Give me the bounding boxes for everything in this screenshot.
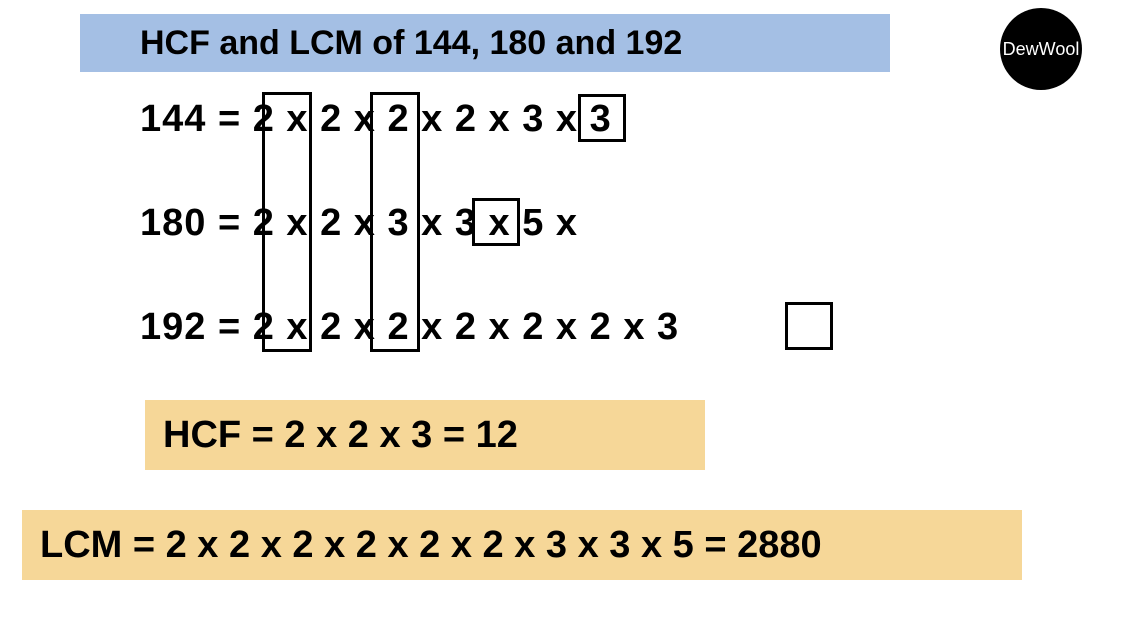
dewwool-logo: DewWool (1000, 8, 1082, 90)
highlight-box-180-3 (472, 198, 520, 246)
highlight-box-192-3 (785, 302, 833, 350)
title-bar: HCF and LCM of 144, 180 and 192 (80, 14, 890, 72)
highlight-box-144-3 (578, 94, 626, 142)
hcf-result: HCF = 2 x 2 x 3 = 12 (145, 400, 705, 470)
common-factor-box-col2 (370, 92, 420, 352)
common-factor-box-col1 (262, 92, 312, 352)
lcm-result: LCM = 2 x 2 x 2 x 2 x 2 x 2 x 3 x 3 x 5 … (22, 510, 1022, 580)
